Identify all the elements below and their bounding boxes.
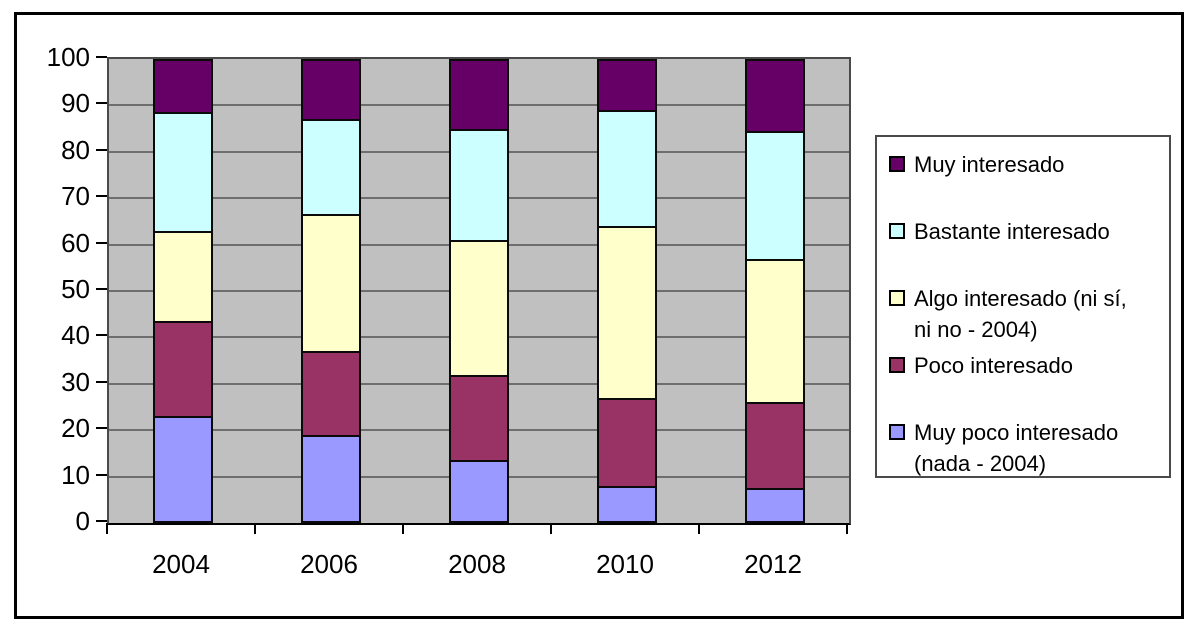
y-axis-label: 50 (61, 274, 90, 304)
y-axis-tick (96, 427, 107, 430)
y-axis-label: 0 (75, 506, 90, 536)
y-axis-tick (96, 102, 107, 105)
legend-item: Muy interesado (887, 149, 1163, 216)
legend-swatch (889, 357, 905, 373)
legend-label: Bastante interesado (914, 219, 1110, 244)
bar-segment (153, 230, 213, 322)
x-axis-label: 2008 (448, 549, 506, 579)
y-axis-tick (96, 473, 107, 476)
x-axis-tick (846, 523, 848, 534)
legend-swatch (889, 290, 905, 306)
x-axis-tick (106, 523, 108, 534)
bar-segment (449, 128, 509, 240)
bar-segment (301, 214, 361, 352)
legend-label: Muy poco interesado (nada - 2004) (914, 420, 1119, 476)
bar-segment (153, 416, 213, 523)
bar-segment (153, 112, 213, 231)
bar-2008 (449, 59, 509, 523)
y-axis-label: 100 (46, 42, 90, 72)
plot-area (107, 57, 851, 525)
legend-item: Muy poco interesado (nada - 2004) (887, 417, 1163, 484)
x-axis-label: 2004 (152, 549, 210, 579)
y-axis-label: 90 (61, 88, 90, 119)
y-axis-label: 40 (61, 320, 90, 351)
y-axis-label: 60 (61, 227, 90, 258)
y-axis-tick (96, 56, 107, 58)
y-axis-tick (96, 520, 107, 522)
bar-segment (745, 402, 805, 489)
y-axis-label: 20 (61, 413, 90, 444)
bar-2010 (597, 59, 657, 523)
bar-segment (597, 485, 657, 523)
y-axis-tick (96, 380, 107, 383)
bar-2012 (745, 59, 805, 523)
x-axis-tick (402, 523, 404, 534)
bar-segment (597, 397, 657, 486)
legend-item: Bastante interesado (887, 216, 1163, 283)
legend-item: Algo interesado (ni sí, ni no - 2004) (887, 283, 1163, 350)
y-axis-label: 80 (61, 134, 90, 165)
bar-segment (301, 59, 361, 120)
bar-segment (301, 434, 361, 523)
legend-swatch (889, 156, 905, 172)
legend-item: Poco interesado (887, 350, 1163, 417)
y-axis-tick (96, 334, 107, 337)
legend-swatch (889, 223, 905, 239)
bar-segment (745, 488, 805, 523)
y-axis-tick (96, 195, 107, 198)
y-axis-label: 70 (61, 181, 90, 212)
legend-label: Poco interesado (914, 353, 1073, 378)
bar-segment (597, 226, 657, 398)
x-axis-tick (550, 523, 552, 534)
x-axis-tick (254, 523, 256, 534)
x-axis-label: 2012 (744, 549, 802, 579)
bar-segment (597, 59, 657, 111)
bar-2004 (153, 59, 213, 523)
bar-segment (449, 240, 509, 375)
legend: Muy interesado Bastante interesado Algo in… (875, 135, 1171, 478)
bar-segment (745, 130, 805, 259)
legend-label: Muy interesado (914, 152, 1065, 177)
bar-segment (301, 119, 361, 215)
y-axis-tick (96, 148, 107, 151)
x-axis-tick (698, 523, 700, 534)
y-axis-label: 30 (61, 366, 90, 397)
x-axis-label: 2006 (300, 549, 358, 579)
bar-segment (449, 59, 509, 129)
y-axis-label: 10 (61, 459, 90, 490)
bar-segment (449, 374, 509, 461)
bar-segment (745, 59, 805, 131)
legend-swatch (889, 424, 905, 440)
bar-segment (745, 258, 805, 403)
legend-label: Algo interesado (ni sí, ni no - 2004) (914, 286, 1127, 342)
y-axis-tick (96, 241, 107, 244)
bar-2006 (301, 59, 361, 523)
y-axis-tick (96, 288, 107, 290)
bar-segment (597, 110, 657, 227)
x-axis-label: 2010 (596, 549, 654, 579)
bar-segment (449, 460, 509, 523)
bar-segment (153, 59, 213, 113)
bar-segment (301, 351, 361, 435)
bar-segment (153, 321, 213, 417)
